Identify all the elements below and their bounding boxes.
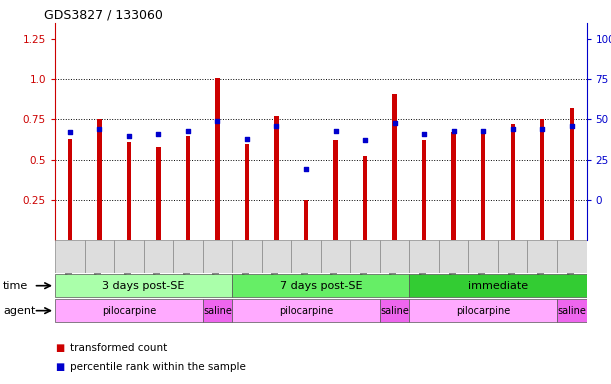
FancyBboxPatch shape [55,274,232,297]
Point [213,118,222,124]
Bar [422,141,426,240]
Bar [97,119,101,240]
FancyBboxPatch shape [114,240,144,273]
Bar [215,78,219,240]
Bar [186,136,190,240]
FancyBboxPatch shape [350,240,380,273]
FancyBboxPatch shape [55,240,84,273]
FancyBboxPatch shape [84,240,114,273]
Text: immediate: immediate [468,281,528,291]
Bar [245,144,249,240]
Point [419,131,429,137]
Text: ■: ■ [55,343,64,353]
Text: GDS3827 / 133060: GDS3827 / 133060 [45,9,163,22]
Bar [274,116,279,240]
Text: pilocarpine: pilocarpine [456,306,510,316]
FancyBboxPatch shape [469,240,498,273]
Bar [334,141,338,240]
Bar [304,200,308,240]
Bar [452,132,456,240]
Bar [392,94,397,240]
Point [242,136,252,142]
Point [508,126,518,132]
FancyBboxPatch shape [55,299,203,322]
Text: time: time [3,281,28,291]
Point [124,132,134,139]
Text: saline: saline [380,306,409,316]
FancyBboxPatch shape [203,240,232,273]
Text: ■: ■ [55,362,64,372]
Text: agent: agent [3,306,35,316]
Bar [363,156,367,240]
FancyBboxPatch shape [173,240,203,273]
Bar [511,124,515,240]
FancyBboxPatch shape [203,299,232,322]
Text: saline: saline [557,306,586,316]
Bar [481,132,485,240]
Point [360,137,370,144]
Bar [540,119,544,240]
Text: 3 days post-SE: 3 days post-SE [103,281,185,291]
Bar [126,142,131,240]
FancyBboxPatch shape [439,240,469,273]
Bar [569,108,574,240]
Point [153,131,163,137]
Point [538,126,547,132]
FancyBboxPatch shape [527,240,557,273]
Text: transformed count: transformed count [70,343,167,353]
Text: saline: saline [203,306,232,316]
FancyBboxPatch shape [291,240,321,273]
Point [448,127,458,134]
Point [65,129,75,136]
FancyBboxPatch shape [380,240,409,273]
Bar [68,139,72,240]
FancyBboxPatch shape [380,299,409,322]
Point [94,126,104,132]
Point [478,127,488,134]
FancyBboxPatch shape [144,240,173,273]
FancyBboxPatch shape [409,240,439,273]
Text: pilocarpine: pilocarpine [279,306,333,316]
Text: pilocarpine: pilocarpine [101,306,156,316]
FancyBboxPatch shape [409,299,557,322]
FancyBboxPatch shape [262,240,291,273]
FancyBboxPatch shape [557,299,587,322]
Text: 7 days post-SE: 7 days post-SE [279,281,362,291]
Point [567,123,577,129]
Point [301,166,311,172]
FancyBboxPatch shape [321,240,350,273]
Bar [156,147,161,240]
Text: percentile rank within the sample: percentile rank within the sample [70,362,246,372]
FancyBboxPatch shape [232,274,409,297]
FancyBboxPatch shape [232,299,380,322]
FancyBboxPatch shape [409,274,587,297]
Point [390,119,400,126]
FancyBboxPatch shape [557,240,587,273]
Point [271,123,281,129]
FancyBboxPatch shape [232,240,262,273]
Point [331,127,340,134]
FancyBboxPatch shape [498,240,527,273]
Point [183,127,193,134]
